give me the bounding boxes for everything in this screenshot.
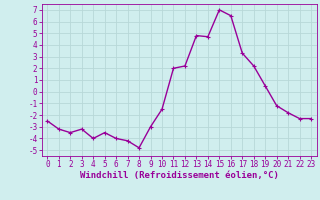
X-axis label: Windchill (Refroidissement éolien,°C): Windchill (Refroidissement éolien,°C) [80, 171, 279, 180]
